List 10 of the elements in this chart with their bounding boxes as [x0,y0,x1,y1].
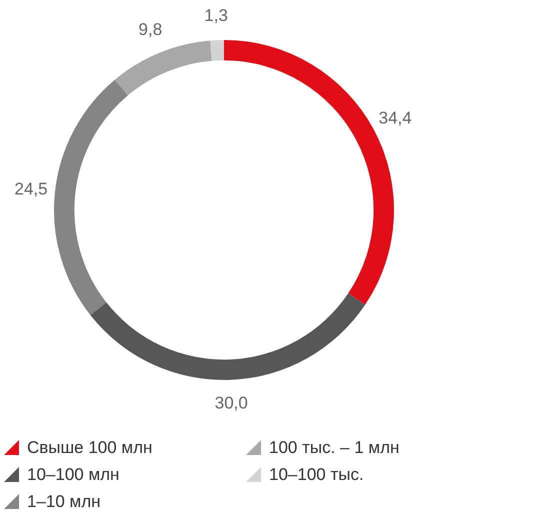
data-label: 30,0 [214,394,248,413]
legend-label: 10–100 тыс. [269,464,364,484]
legend-label: Свыше 100 млн [27,438,152,458]
data-label: 34,4 [378,108,412,128]
data-label: 24,5 [14,180,48,199]
legend-label: 100 тыс. – 1 млн [269,438,400,458]
legend-label: 10–100 млн [27,464,120,484]
data-label: 1,3 [204,6,228,25]
data-label: 9,8 [138,20,162,40]
legend-label: 1–10 млн [27,492,101,512]
